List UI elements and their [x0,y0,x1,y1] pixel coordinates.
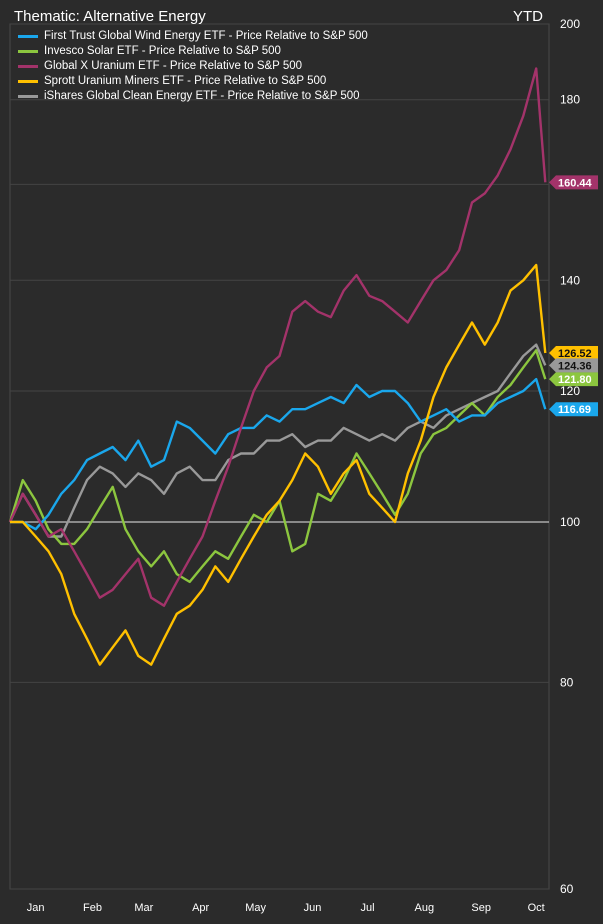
y-tick-label: 140 [560,273,580,287]
legend: First Trust Global Wind Energy ETF - Pri… [18,29,368,104]
last-value-label: 116.69 [558,404,591,416]
last-value-label: 160.44 [558,177,593,189]
legend-swatch [18,80,38,83]
legend-swatch [18,95,38,98]
last-value-flag-bg [549,372,598,387]
x-tick-label: Apr [192,902,209,914]
x-tick-label: Aug [415,902,435,914]
last-value-flag-bg [549,345,598,360]
series-line [10,263,547,666]
last-value-flag: 121.80 [549,372,598,387]
legend-label: iShares Global Clean Energy ETF - Price … [44,90,360,102]
legend-label: Invesco Solar ETF - Price Relative to S&… [44,45,281,57]
legend-item: First Trust Global Wind Energy ETF - Pri… [18,29,368,44]
last-value-flag-bg [549,358,598,373]
last-value-flag: 116.69 [549,402,598,417]
x-tick-label: Sep [471,902,491,914]
last-value-label: 121.80 [558,374,592,386]
series-line [8,67,547,607]
series-line [8,343,547,538]
legend-label: Sprott Uranium Miners ETF - Price Relati… [44,75,327,87]
last-value-flag: 160.44 [549,175,598,190]
x-tick-label: Jul [360,902,374,914]
x-tick-label: Jan [27,902,45,914]
x-tick-label: Feb [83,902,102,914]
y-tick-label: 120 [560,384,580,398]
y-tick-label: 100 [560,515,580,529]
legend-swatch [18,65,38,68]
last-value-flag: 124.36 [549,358,598,373]
y-tick-label: 80 [560,675,574,689]
last-value-flag: 126.52 [549,345,598,360]
legend-item: Sprott Uranium Miners ETF - Price Relati… [18,74,368,89]
legend-item: Global X Uranium ETF - Price Relative to… [18,59,368,74]
legend-item: Invesco Solar ETF - Price Relative to S&… [18,44,368,59]
period-label: YTD [513,8,543,25]
last-value-label: 126.52 [558,348,592,360]
series-line [10,377,547,531]
last-value-flag-bg [549,402,598,417]
y-tick-label: 200 [560,17,580,31]
legend-item: iShares Global Clean Energy ETF - Price … [18,89,368,104]
last-value-flag-bg [549,175,598,190]
chart-title: Thematic: Alternative Energy [14,8,206,25]
x-tick-label: Oct [528,902,545,914]
last-value-label: 124.36 [558,360,592,372]
x-tick-label: Jun [304,902,322,914]
x-tick-label: Mar [134,902,153,914]
x-tick-label: May [245,902,266,914]
legend-label: Global X Uranium ETF - Price Relative to… [44,60,303,72]
y-tick-label: 180 [560,93,580,107]
y-tick-label: 60 [560,882,574,896]
legend-label: First Trust Global Wind Energy ETF - Pri… [44,30,368,42]
legend-swatch [18,35,38,38]
legend-swatch [18,50,38,53]
